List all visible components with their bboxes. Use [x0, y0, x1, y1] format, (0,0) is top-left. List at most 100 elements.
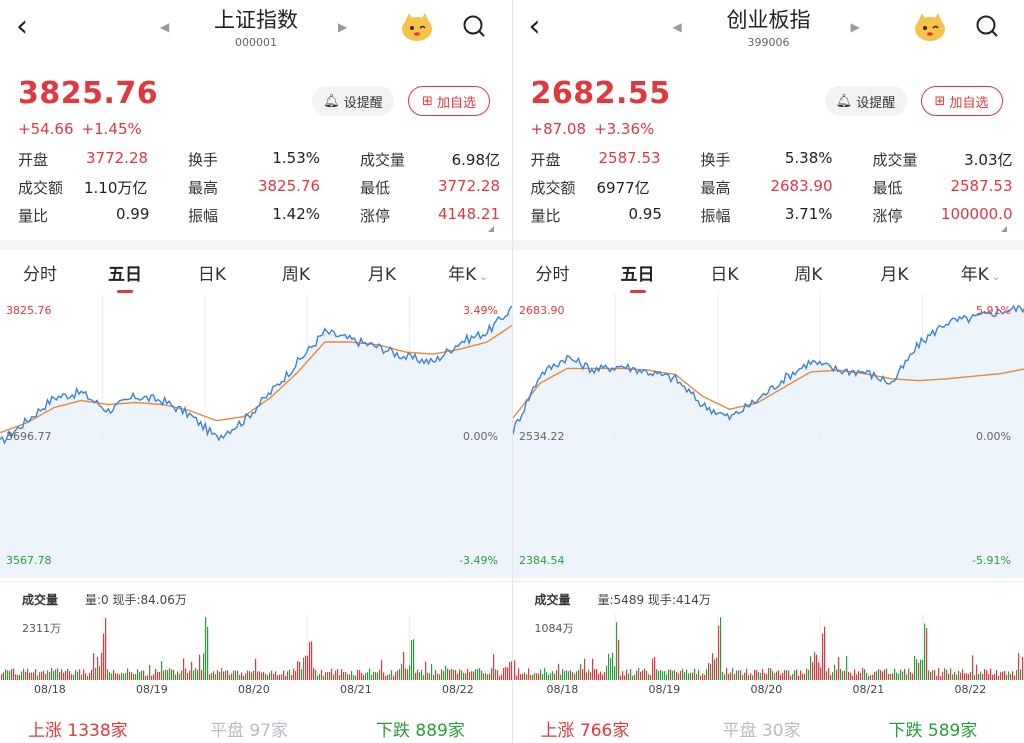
- volume-bar: [673, 670, 675, 680]
- tab-1[interactable]: 五日: [108, 265, 142, 285]
- volume-bar: [663, 671, 665, 680]
- volume-bar: [303, 657, 305, 680]
- volume-bar: [811, 662, 813, 680]
- price-chart[interactable]: 2683.90 5.91% 2534.22 0.00% 2384.54 -5.91%: [512, 294, 1024, 578]
- tab-0[interactable]: 分时: [535, 265, 570, 285]
- next-index-icon[interactable]: ▶: [338, 20, 348, 34]
- axis-mid-pct: 0.00%: [976, 430, 1011, 443]
- chevron-down-icon: ⌄: [476, 272, 488, 283]
- volume-bar: [577, 670, 579, 680]
- volume-bar: [833, 664, 835, 680]
- volume-bar: [1015, 669, 1017, 680]
- volume-bar: [91, 669, 93, 680]
- volume-bar: [125, 673, 127, 680]
- volume-bar: [765, 673, 767, 680]
- volume-bar: [827, 668, 829, 680]
- volume-bar: [1, 674, 3, 680]
- volume-bar: [439, 674, 441, 680]
- volume-bar: [863, 669, 865, 680]
- tab-0[interactable]: 分时: [23, 265, 57, 285]
- market-breadth: 上涨 766家 平盘 30家 下跌 589家: [513, 716, 1024, 742]
- volume-bar: [919, 659, 921, 680]
- volume-bar: [729, 672, 731, 680]
- next-index-icon[interactable]: ▶: [850, 20, 860, 34]
- volume-bar: [251, 672, 253, 680]
- volume-bar: [225, 670, 227, 680]
- volume-bar: [201, 669, 203, 680]
- prev-index-icon[interactable]: ◀: [672, 20, 682, 34]
- volume-bar: [211, 672, 213, 680]
- tab-3[interactable]: 周K: [281, 265, 311, 285]
- volume-bar: [965, 673, 967, 680]
- back-icon[interactable]: ‹: [528, 9, 541, 44]
- volume-bar: [467, 668, 469, 680]
- tab-5[interactable]: 年K ⌄: [960, 265, 1001, 285]
- expand-stats-icon[interactable]: [488, 226, 494, 232]
- volume-bar: [369, 668, 371, 680]
- volume-bar: [791, 674, 793, 680]
- volume-bar: [847, 671, 849, 680]
- set-alert-button[interactable]: 🔔︎ 设提醒: [312, 86, 394, 116]
- volume-bar: [747, 675, 749, 680]
- volume-bar: [651, 658, 653, 680]
- volume-bar: [177, 671, 179, 680]
- set-alert-button[interactable]: 🔔︎ 设提醒: [824, 86, 907, 116]
- stat-volume: 6.98亿: [451, 151, 500, 169]
- volume-bar: [659, 670, 661, 680]
- volume-bar: [453, 670, 455, 680]
- volume-bar: [881, 671, 883, 680]
- expand-stats-icon[interactable]: [1000, 226, 1007, 232]
- volume-bar: [595, 669, 597, 680]
- volume-bar: [555, 670, 557, 680]
- price-chart[interactable]: 3825.76 3.49% 3696.77 0.00% 3567.78 -3.49%: [0, 294, 512, 578]
- volume-bar: [841, 670, 843, 680]
- volume-chart[interactable]: [0, 614, 512, 680]
- volume-bar: [305, 655, 307, 680]
- volume-bar: [805, 668, 807, 680]
- volume-chart[interactable]: [513, 614, 1024, 680]
- volume-bar: [115, 673, 117, 680]
- tab-5[interactable]: 年K ⌄: [448, 265, 488, 285]
- tab-3[interactable]: 周K: [794, 265, 823, 285]
- volume-bar: [751, 675, 753, 680]
- stat-volume: 3.03亿: [964, 151, 1013, 169]
- volume-bar: [989, 668, 991, 680]
- mascot-icon[interactable]: [913, 10, 947, 42]
- volume-bar: [317, 675, 319, 680]
- volume-bar: [463, 672, 465, 680]
- volume-bar: [371, 674, 373, 680]
- volume-bar: [715, 657, 717, 680]
- tab-4[interactable]: 月K: [880, 265, 909, 285]
- volume-bar: [807, 669, 809, 680]
- back-icon[interactable]: ‹: [16, 9, 28, 44]
- stat-volume-ratio: 0.99: [116, 205, 150, 223]
- volume-bar: [293, 668, 295, 680]
- volume-bar: [619, 675, 621, 680]
- mascot-icon[interactable]: [400, 10, 434, 42]
- volume-bar: [487, 674, 489, 680]
- add-watchlist-button[interactable]: ⊞ 加自选: [408, 86, 490, 116]
- volume-bar: [763, 673, 765, 680]
- volume-bar: [929, 671, 931, 680]
- tab-4[interactable]: 月K: [367, 265, 397, 285]
- tab-1[interactable]: 五日: [620, 265, 655, 285]
- volume-bar: [229, 674, 231, 680]
- tab-2[interactable]: 日K: [710, 265, 739, 285]
- tab-2[interactable]: 日K: [197, 265, 227, 285]
- stat-label-low: 最低: [360, 179, 391, 197]
- volume-bar: [665, 674, 667, 680]
- panel-chinext-index: ‹ ◀ 创业板指 399006 ▶ 2682.55 +87.08 +3.36% 🔔…: [511, 0, 1024, 743]
- search-icon[interactable]: [462, 14, 486, 38]
- volume-bar: [491, 668, 493, 680]
- volume-bar: [191, 661, 193, 680]
- volume-bar: [9, 671, 11, 680]
- volume-bar: [397, 670, 399, 680]
- volume-bar: [609, 657, 611, 680]
- add-watchlist-button[interactable]: ⊞ 加自选: [920, 86, 1003, 116]
- search-icon[interactable]: [975, 14, 999, 38]
- prev-index-icon[interactable]: ◀: [160, 20, 170, 34]
- volume-bar: [433, 675, 435, 680]
- stat-label-amount: 成交额: [530, 179, 576, 197]
- volume-bar: [411, 639, 413, 680]
- volume-bar: [937, 668, 939, 680]
